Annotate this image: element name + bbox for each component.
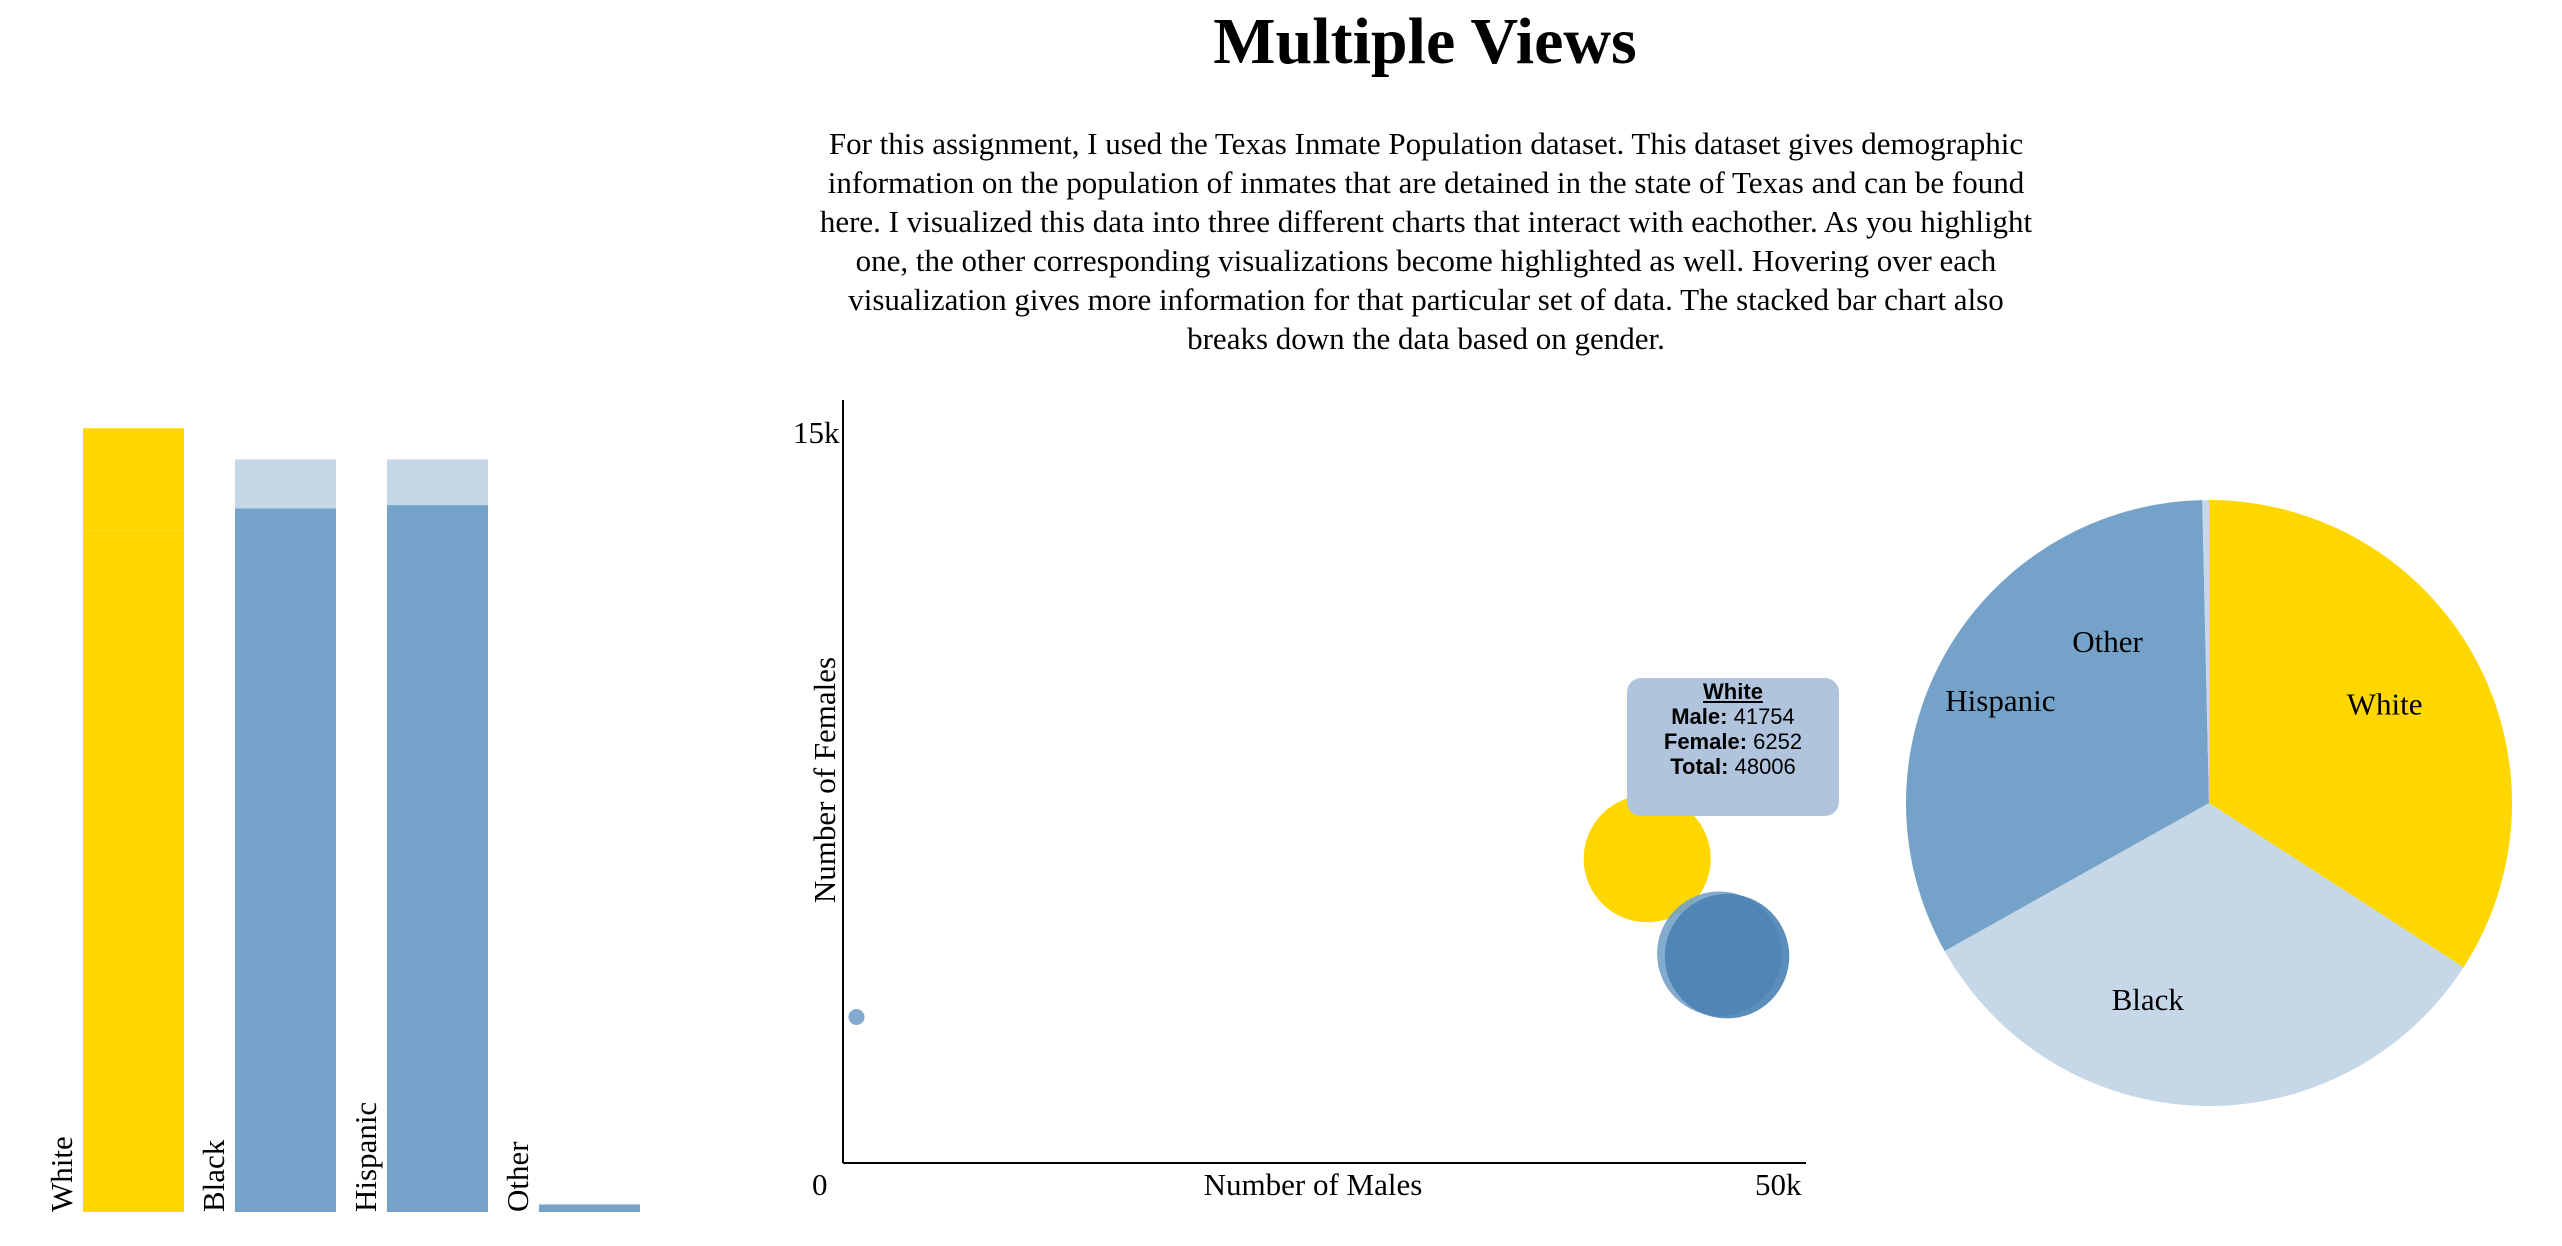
tooltip-total-row: Total: 48006 [1627, 754, 1839, 779]
stacked-bar-chart: White Black Hispanic Other [44, 428, 640, 1212]
bubble-white[interactable] [1583, 795, 1711, 923]
pie-label-white: White [2347, 686, 2423, 721]
x-axis-label: Number of Males [1204, 1167, 1423, 1202]
bar-other-male[interactable] [539, 1204, 640, 1212]
bar-other-female[interactable] [539, 1203, 640, 1205]
bar-label-other: Other [500, 1141, 535, 1212]
tooltip-male-row: Male: 41754 [1627, 704, 1839, 729]
bar-black-male[interactable] [235, 508, 336, 1212]
pie-label-black: Black [2112, 982, 2185, 1017]
tooltip-male-label: Male: [1671, 704, 1728, 729]
bar-label-black: Black [196, 1139, 231, 1212]
bar-white-male[interactable] [83, 530, 184, 1212]
bar-hispanic-male[interactable] [387, 505, 488, 1212]
bar-white-female[interactable] [83, 428, 184, 531]
pie-slice-hispanic[interactable] [1906, 500, 2209, 951]
tooltip-male-value: 41754 [1733, 704, 1795, 729]
tooltip-title: White [1703, 679, 1763, 704]
pie-slice-white[interactable] [2209, 500, 2512, 968]
tooltip: White Male: 41754 Female: 6252 Total: 48… [1627, 678, 1839, 816]
bar-hispanic-female[interactable] [387, 459, 488, 506]
bar-label-hispanic: Hispanic [348, 1102, 383, 1212]
pie-label-other: Other [2072, 624, 2143, 659]
bar-label-white: White [44, 1136, 79, 1212]
y-tick-label: 15k [793, 415, 840, 450]
tooltip-total-label: Total: [1670, 754, 1729, 779]
tooltip-female-label: Female: [1663, 729, 1748, 754]
pie-slice-black[interactable] [1944, 803, 2464, 1106]
y-axis-label: Number of Females [807, 657, 842, 903]
pie-label-hispanic: Hispanic [1945, 683, 2055, 718]
tooltip-female-value: 6252 [1753, 729, 1803, 754]
intro-paragraph: For this assignment, I used the Texas In… [819, 126, 2033, 356]
tooltip-total-value: 48006 [1734, 754, 1796, 779]
bubble-scatter-chart: 15k 0 50k Number of Males Number of Fema… [793, 400, 1806, 1202]
pie-slice-other[interactable] [2202, 500, 2209, 803]
pie-chart: White Black Hispanic Other [1906, 500, 2512, 1106]
tooltip-female-row: Female: 6252 [1627, 729, 1839, 754]
bubble-other[interactable] [848, 1009, 865, 1025]
bar-black-female[interactable] [235, 459, 336, 509]
x-tick-label-end: 50k [1755, 1167, 1802, 1202]
x-tick-label-start: 0 [812, 1167, 828, 1202]
page-title: Multiple Views [1213, 5, 1637, 78]
bubble-hispanic[interactable] [1664, 893, 1790, 1019]
